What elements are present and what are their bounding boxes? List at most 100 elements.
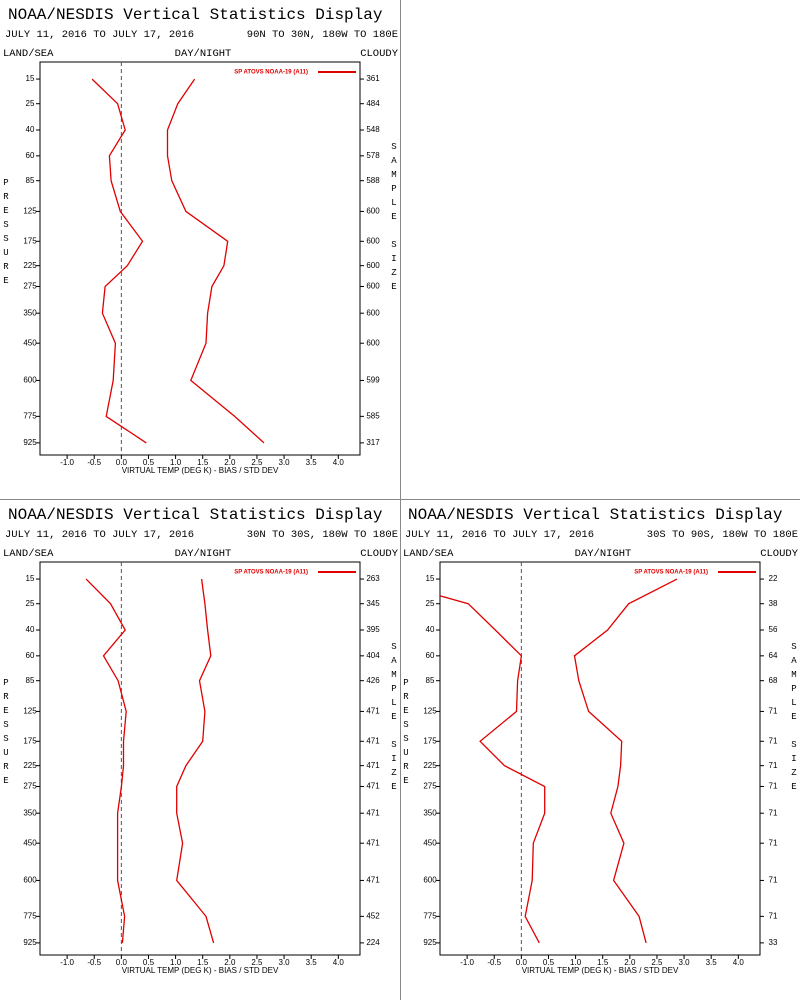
y-axis-label: PRESSURE — [401, 678, 411, 790]
sample-size: 471 — [366, 838, 380, 847]
sample-size: 22 — [769, 574, 778, 583]
x-tick-label: 0.0 — [116, 458, 128, 467]
y-tick-label: 60 — [26, 151, 35, 160]
region: 90N TO 30N, 180W TO 180E — [247, 29, 398, 41]
y-tick-label: 775 — [23, 411, 37, 420]
x-tick-label: -0.5 — [87, 958, 101, 967]
sample-size: 395 — [366, 625, 380, 634]
y-tick-label: 85 — [26, 176, 35, 185]
chart-title: NOAA/NESDIS Vertical Statistics Display — [8, 6, 383, 24]
x-tick-label: -1.0 — [460, 958, 474, 967]
y-tick-label: 40 — [26, 125, 35, 134]
sample-size: 68 — [769, 676, 778, 685]
chart-title: NOAA/NESDIS Vertical Statistics Display — [8, 506, 383, 524]
x-tick-label: 1.5 — [197, 958, 209, 967]
y-tick-label: 275 — [423, 782, 437, 791]
x-tick-label: -1.0 — [60, 458, 74, 467]
std-dev-line — [176, 579, 215, 944]
sample-size: 263 — [366, 574, 380, 583]
y2-axis-label: SAMPLE SIZE — [389, 642, 399, 796]
y-tick-label: 925 — [23, 938, 37, 947]
y-tick-label: 275 — [23, 782, 37, 791]
y-tick-label: 175 — [23, 236, 37, 245]
x-axis-label: VIRTUAL TEMP (DEG K) - BIAS / STD DEV — [122, 966, 279, 975]
plot-frame — [39, 561, 361, 956]
y-tick-label: 60 — [26, 651, 35, 660]
right-label: CLOUDY — [760, 548, 799, 560]
x-tick-label: 4.0 — [333, 958, 345, 967]
subtitle: JULY 11, 2016 TO JULY 17, 2016 — [5, 29, 194, 41]
sample-size: 471 — [366, 736, 380, 745]
center-label: DAY/NIGHT — [575, 548, 632, 560]
x-tick-label: 0.0 — [116, 958, 128, 967]
x-tick-label: 0.5 — [143, 958, 155, 967]
left-label: LAND/SEA — [3, 548, 54, 560]
y-tick-label: 25 — [26, 99, 35, 108]
std-dev-line — [573, 578, 678, 944]
panel: NOAA/NESDIS Vertical Statistics Display J… — [401, 506, 799, 975]
x-tick-label: 2.0 — [224, 958, 236, 967]
y-tick-label: 225 — [423, 761, 437, 770]
bias-line — [85, 578, 127, 943]
y-tick-label: 775 — [23, 911, 37, 920]
y-tick-label: 450 — [23, 338, 37, 347]
sample-size: 71 — [769, 782, 778, 791]
x-tick-label: 3.0 — [279, 458, 291, 467]
x-tick-label: 0.5 — [543, 958, 555, 967]
legend-label: SP ATOVS NOAA-19 (A11) — [634, 570, 708, 576]
x-tick-label: 4.0 — [733, 958, 745, 967]
center-label: DAY/NIGHT — [175, 548, 232, 560]
x-tick-label: 1.5 — [597, 958, 609, 967]
y-tick-label: 85 — [426, 676, 435, 685]
plot-frame — [439, 561, 761, 956]
y2-axis-label: SAMPLE SIZE — [389, 142, 399, 296]
sample-size: 33 — [769, 938, 778, 947]
sample-size: 71 — [769, 707, 778, 716]
y-tick-label: 600 — [23, 376, 37, 385]
y-tick-label: 450 — [423, 838, 437, 847]
sample-size: 345 — [366, 599, 380, 608]
sample-size: 56 — [769, 625, 778, 634]
y-tick-label: 350 — [23, 308, 37, 317]
sample-size: 71 — [769, 876, 778, 885]
y-tick-label: 450 — [23, 838, 37, 847]
y-tick-label: 25 — [26, 599, 35, 608]
bias-line — [91, 78, 147, 444]
y-tick-label: 600 — [423, 876, 437, 885]
sample-size: 224 — [366, 938, 380, 947]
right-label: CLOUDY — [360, 48, 399, 60]
sample-size: 600 — [366, 207, 380, 216]
sample-size: 361 — [366, 74, 380, 83]
sample-size: 471 — [366, 876, 380, 885]
x-tick-label: 3.0 — [679, 958, 691, 967]
y-tick-label: 350 — [23, 808, 37, 817]
x-tick-label: 1.5 — [197, 458, 209, 467]
panel: NOAA/NESDIS Vertical Statistics Display J… — [1, 6, 399, 475]
y-tick-label: 40 — [426, 625, 435, 634]
legend-label: SP ATOVS NOAA-19 (A11) — [234, 570, 308, 576]
sample-size: 578 — [366, 151, 380, 160]
x-tick-label: 2.5 — [251, 958, 263, 967]
left-label: LAND/SEA — [403, 548, 454, 560]
y-tick-label: 85 — [26, 676, 35, 685]
sample-size: 426 — [366, 676, 380, 685]
y-tick-label: 125 — [23, 207, 37, 216]
y-tick-label: 775 — [423, 911, 437, 920]
x-tick-label: 2.5 — [251, 458, 263, 467]
sample-size: 471 — [366, 707, 380, 716]
sample-size: 452 — [366, 911, 380, 920]
y-tick-label: 350 — [423, 808, 437, 817]
x-axis-label: VIRTUAL TEMP (DEG K) - BIAS / STD DEV — [122, 466, 279, 475]
sample-size: 471 — [366, 808, 380, 817]
y-tick-label: 225 — [23, 761, 37, 770]
y-tick-label: 60 — [426, 651, 435, 660]
y-tick-label: 15 — [26, 574, 35, 583]
sample-size: 471 — [366, 761, 380, 770]
y-tick-label: 600 — [23, 876, 37, 885]
plot-frame — [39, 61, 361, 456]
y-axis-label: PRESSURE — [1, 678, 11, 790]
x-axis-label: VIRTUAL TEMP (DEG K) - BIAS / STD DEV — [522, 966, 679, 975]
x-tick-label: 2.0 — [224, 458, 236, 467]
panel: NOAA/NESDIS Vertical Statistics Display J… — [1, 506, 399, 975]
